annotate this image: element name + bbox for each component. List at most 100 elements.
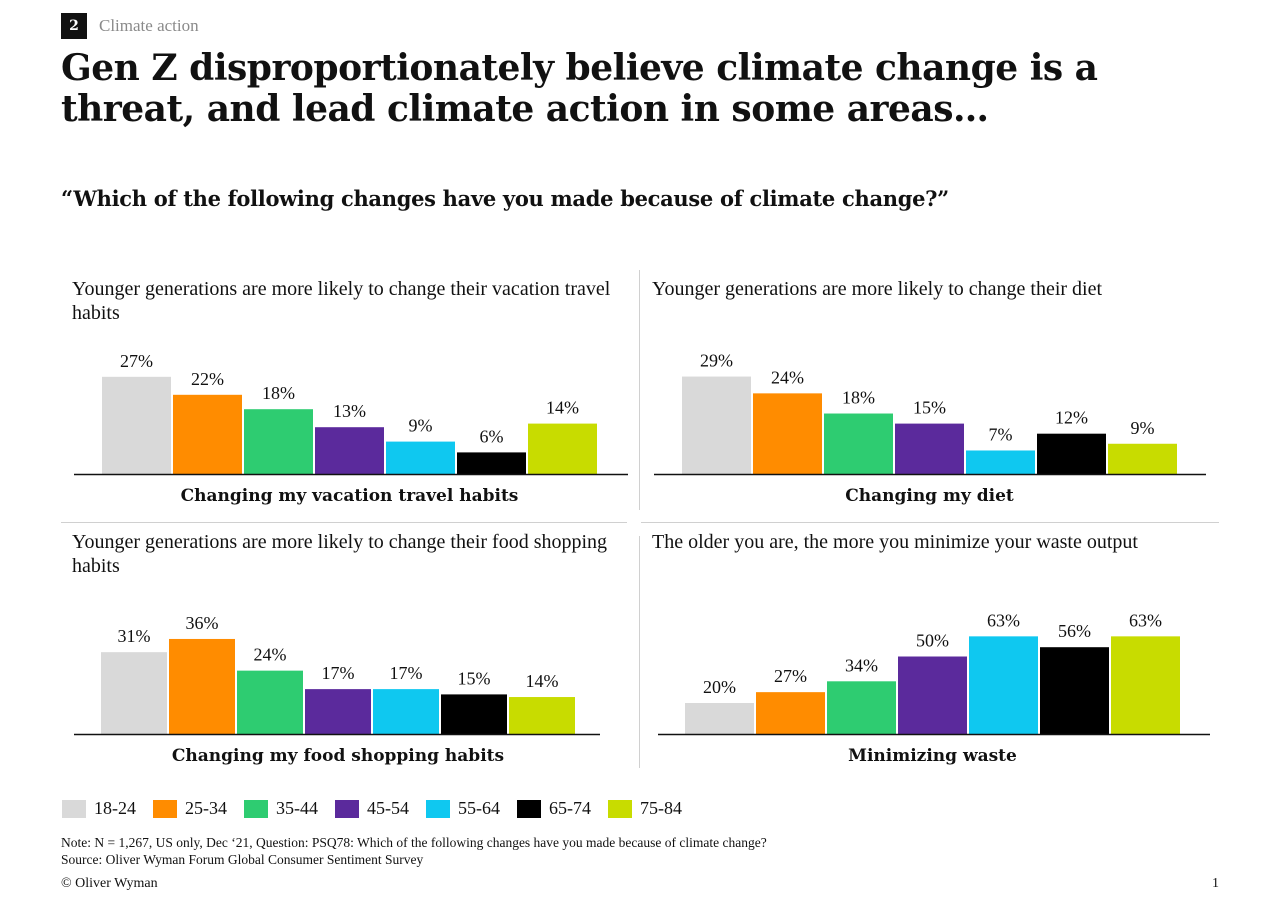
bar-value-label: 14% — [526, 671, 559, 691]
bar-55-64 — [966, 450, 1035, 474]
bar-35-44 — [244, 409, 313, 474]
legend-item-55-64: 55-64 — [426, 798, 500, 819]
bar-35-44 — [824, 413, 893, 474]
panel-divider-horizontal-left — [61, 522, 627, 523]
bar-65-74 — [1037, 433, 1106, 474]
section-label: Climate action — [99, 16, 199, 35]
bar-45-54 — [895, 423, 964, 474]
legend-swatch — [62, 799, 86, 818]
page-title: Gen Z disproportionately believe climate… — [61, 47, 1098, 130]
bar-55-64 — [969, 636, 1038, 734]
legend-item-45-54: 45-54 — [335, 798, 409, 819]
section-number: 2 — [61, 13, 87, 39]
bar-value-label: 29% — [700, 351, 733, 371]
category-label: Minimizing waste — [848, 746, 1017, 766]
legend-swatch — [608, 799, 632, 818]
bar-value-label: 17% — [322, 663, 355, 683]
chart-minimizing-waste: 20% 27% 34% 50% 63% 56% 63% Minimizing waste — [658, 610, 1210, 766]
bar-value-label: 34% — [845, 655, 878, 675]
copyright: © Oliver Wyman — [61, 876, 158, 891]
panel-subtitle-travel: Younger generations are more likely to c… — [72, 278, 611, 324]
bar-75-84 — [509, 697, 575, 734]
legend-item-65-74: 65-74 — [517, 798, 591, 819]
legend-label: 18-24 — [94, 798, 136, 818]
bar-45-54 — [305, 689, 371, 734]
legend-label: 75-84 — [640, 798, 682, 818]
bar-value-label: 36% — [186, 613, 219, 633]
bar-value-label: 31% — [118, 626, 151, 646]
panel-divider-vertical-bottom — [639, 536, 640, 768]
bar-value-label: 7% — [989, 424, 1013, 444]
bar-18-24 — [101, 652, 167, 734]
bar-value-label: 22% — [191, 369, 224, 389]
legend-item-35-44: 35-44 — [244, 798, 318, 819]
panel-subtitle-food: Younger generations are more likely to c… — [72, 531, 608, 577]
bar-value-label: 15% — [913, 398, 946, 418]
bar-65-74 — [457, 452, 526, 474]
bar-35-44 — [827, 681, 896, 734]
bar-value-label: 18% — [842, 388, 875, 408]
category-label: Changing my diet — [845, 486, 1014, 506]
bar-value-label: 27% — [120, 351, 153, 371]
bar-75-84 — [1108, 443, 1177, 474]
category-label: Changing my vacation travel habits — [181, 486, 519, 506]
bar-value-label: 9% — [409, 416, 433, 436]
legend-swatch — [153, 799, 177, 818]
chart-diet: 29% 24% 18% 15% 7% 12% 9% Changing my diet — [654, 351, 1206, 506]
category-label: Changing my food shopping habits — [172, 746, 504, 766]
legend-item-75-84: 75-84 — [608, 798, 682, 819]
bar-75-84 — [528, 423, 597, 474]
bar-25-34 — [169, 638, 235, 734]
chart-food-shopping: 31% 36% 24% 17% 17% 15% 14% Changing my food sh… — [74, 613, 600, 766]
legend-label: 35-44 — [276, 798, 318, 818]
panel-divider-horizontal-right — [641, 522, 1219, 523]
page-number: 1 — [1212, 876, 1219, 891]
bar-value-label: 20% — [703, 677, 736, 697]
bar-value-label: 17% — [390, 663, 423, 683]
panel-subtitle-waste: The older you are, the more you minimize… — [652, 531, 1138, 553]
bar-25-34 — [173, 394, 242, 474]
legend-swatch — [244, 799, 268, 818]
bar-value-label: 50% — [916, 631, 949, 651]
legend-swatch — [426, 799, 450, 818]
bar-value-label: 14% — [546, 398, 579, 418]
bar-25-34 — [756, 692, 825, 734]
bar-25-34 — [753, 393, 822, 474]
legend-swatch — [517, 799, 541, 818]
bar-value-label: 18% — [262, 383, 295, 403]
bar-value-label: 24% — [771, 367, 804, 387]
bar-18-24 — [682, 376, 751, 474]
note-text: Note: N = 1,267, US only, Dec ‘21, Quest… — [61, 835, 767, 850]
bar-value-label: 27% — [774, 666, 807, 686]
bar-65-74 — [441, 694, 507, 734]
legend-label: 25-34 — [185, 798, 227, 818]
bar-value-label: 56% — [1058, 621, 1091, 641]
bar-value-label: 13% — [333, 401, 366, 421]
legend-item-18-24: 18-24 — [62, 798, 136, 819]
source-text: Source: Oliver Wyman Forum Global Consum… — [61, 852, 424, 867]
bar-value-label: 63% — [1129, 610, 1162, 630]
legend-label: 45-54 — [367, 798, 409, 818]
bar-value-label: 9% — [1131, 418, 1155, 438]
bar-value-label: 12% — [1055, 408, 1088, 428]
bar-35-44 — [237, 670, 303, 734]
bar-65-74 — [1040, 647, 1109, 734]
bar-75-84 — [1111, 636, 1180, 734]
bar-value-label: 6% — [480, 426, 504, 446]
panel-subtitle-diet: Younger generations are more likely to c… — [652, 278, 1103, 300]
legend-item-25-34: 25-34 — [153, 798, 227, 819]
bar-18-24 — [685, 703, 754, 734]
footnote: Note: N = 1,267, US only, Dec ‘21, Quest… — [61, 834, 767, 868]
bar-55-64 — [386, 441, 455, 474]
bar-18-24 — [102, 376, 171, 474]
legend-label: 55-64 — [458, 798, 500, 818]
panel-divider-vertical-top — [639, 270, 640, 510]
bar-value-label: 63% — [987, 610, 1020, 630]
legend-swatch — [335, 799, 359, 818]
legend-label: 65-74 — [549, 798, 591, 818]
section-tag: 2 Climate action — [61, 13, 199, 39]
bar-45-54 — [315, 427, 384, 474]
chart-vacation-travel: 27% 22% 18% 13% 9% 6% 14% Changing my vacation … — [74, 351, 628, 506]
chart-legend: 18-24 25-34 35-44 45-54 55-64 65-74 75-84 — [62, 798, 699, 819]
bar-55-64 — [373, 689, 439, 734]
